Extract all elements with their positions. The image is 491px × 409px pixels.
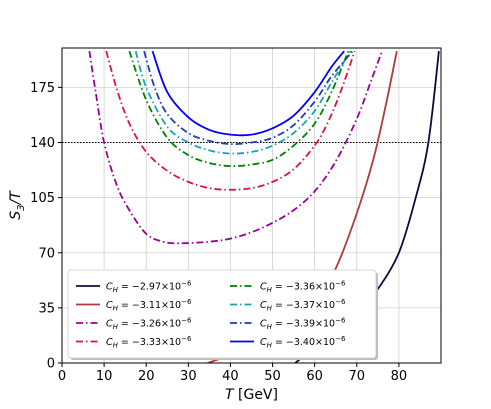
legend-label: CH = −3.33×10−6 bbox=[106, 335, 192, 350]
y-tick-label: 105 bbox=[30, 191, 55, 206]
legend-box bbox=[67, 269, 377, 359]
y-tick-label: 175 bbox=[30, 81, 55, 96]
y-axis-label: S3/T bbox=[8, 190, 27, 220]
x-tick-label: 50 bbox=[264, 369, 281, 384]
x-tick-label: 60 bbox=[306, 369, 323, 384]
x-tick-label: 30 bbox=[180, 369, 197, 384]
x-axis-label: T [GeV] bbox=[225, 387, 278, 403]
ticks: 0 10 20 30 40 50 60 70 80 0 35 70 105 140 175 bbox=[30, 81, 407, 384]
series-line-7 bbox=[151, 50, 345, 137]
y-tick-label: 0 bbox=[47, 357, 55, 372]
series-line-3 bbox=[105, 50, 356, 191]
x-tick-label: 10 bbox=[96, 369, 113, 384]
x-tick-label: 40 bbox=[222, 369, 239, 384]
legend-label: CH = −2.97×10−6 bbox=[106, 280, 192, 295]
series-line-2 bbox=[88, 50, 383, 245]
plot-frame bbox=[61, 47, 442, 364]
legend-label: CH = −3.36×10−6 bbox=[260, 280, 346, 295]
legend-label: CH = −3.11×10−6 bbox=[106, 298, 192, 313]
y-tick-label: 35 bbox=[38, 301, 55, 316]
legend-label: CH = −3.39×10−6 bbox=[260, 317, 346, 332]
y-tick-label: 70 bbox=[38, 246, 55, 261]
x-tick-label: 80 bbox=[391, 369, 408, 384]
series-line-4 bbox=[128, 50, 350, 168]
x-tick-label: 20 bbox=[138, 369, 155, 384]
legend-label: CH = −3.40×10−6 bbox=[260, 335, 346, 350]
x-tick-label: 70 bbox=[349, 369, 366, 384]
legend-label: CH = −3.26×10−6 bbox=[106, 317, 192, 332]
x-tick-label: 0 bbox=[58, 369, 66, 384]
series-line-5 bbox=[134, 50, 352, 155]
legend: CH = −2.97×10−6 CH = −3.36×10−6 CH = −3.11… bbox=[67, 269, 378, 360]
legend-label: CH = −3.37×10−6 bbox=[260, 298, 346, 313]
series-line-6 bbox=[143, 50, 354, 146]
y-tick-label: 140 bbox=[30, 136, 55, 151]
